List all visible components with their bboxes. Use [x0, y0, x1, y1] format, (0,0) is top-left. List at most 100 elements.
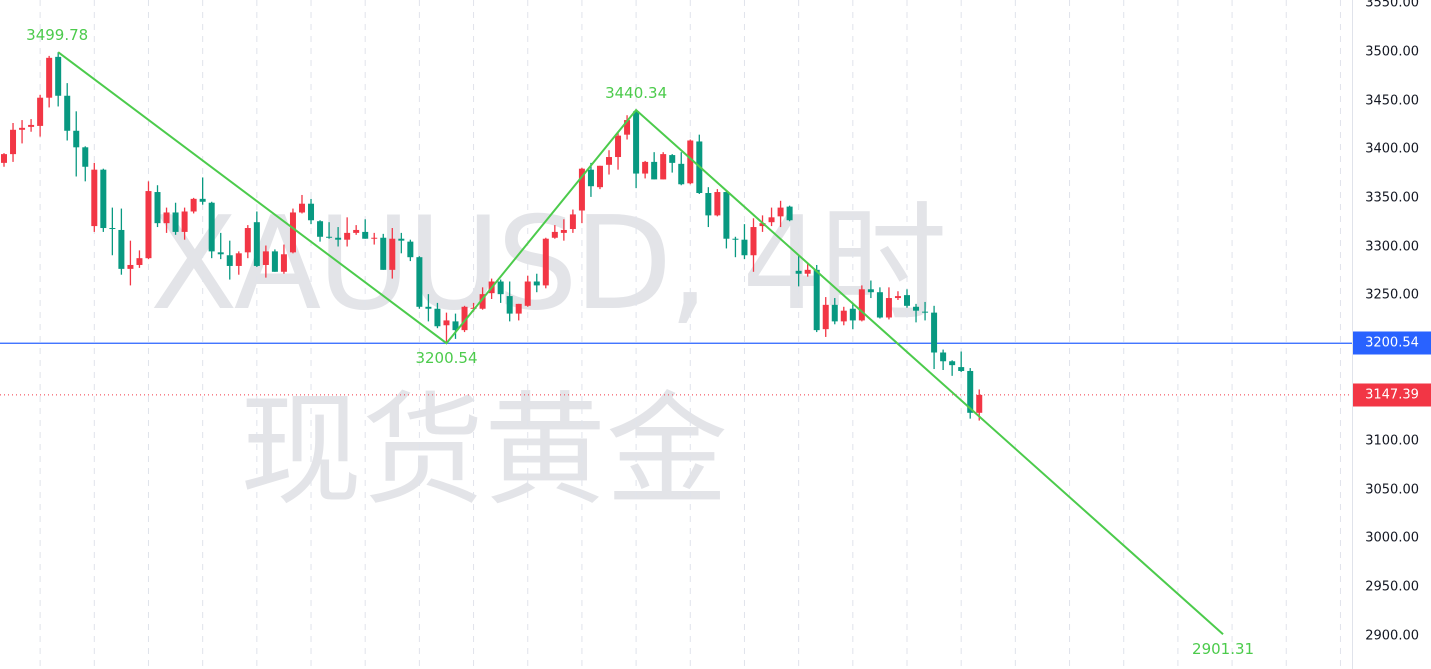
candle-down [849, 308, 856, 321]
candle-up [136, 258, 143, 265]
candle-down [73, 130, 80, 148]
candle-down [154, 192, 161, 224]
candle-up [353, 229, 360, 233]
candle-up [280, 254, 287, 272]
pivot-label: 3440.34 [605, 84, 668, 103]
candle-up [976, 394, 983, 413]
candle-up [624, 120, 631, 135]
candle-down [795, 270, 802, 274]
candle-up [660, 154, 667, 180]
candle-down [587, 169, 594, 187]
candle-down [452, 321, 459, 331]
candle-up [768, 217, 775, 223]
pivot-label: 3200.54 [415, 349, 478, 368]
price-axis-label: 3400.00 [1365, 141, 1419, 157]
candle-up [551, 231, 558, 238]
candle-down [118, 229, 125, 269]
price-axis-label: 3100.00 [1365, 433, 1419, 449]
candle-up [479, 294, 486, 309]
candle-down [633, 111, 640, 174]
candle-up [578, 168, 585, 211]
price-axis-label: 3250.00 [1365, 287, 1419, 303]
candle-up [804, 269, 811, 274]
candle-down [217, 252, 224, 255]
candle-up [777, 207, 784, 217]
candle-down [308, 203, 315, 221]
candle-down [876, 292, 883, 318]
price-axis-label: 3450.00 [1365, 93, 1419, 109]
candle-down [208, 202, 215, 252]
candle-up [244, 228, 251, 253]
candle-up [750, 227, 757, 256]
candle-down [362, 231, 369, 239]
candle-down [931, 312, 938, 353]
price-axis-label: 3000.00 [1365, 530, 1419, 546]
candle-down [651, 161, 658, 180]
candle-up [28, 124, 35, 127]
candle-up [596, 165, 603, 188]
candle-up [515, 303, 522, 314]
candle-up [560, 229, 567, 233]
pivot-label: 2901.31 [1192, 640, 1255, 659]
candle-up [344, 232, 351, 240]
candle-up [235, 253, 242, 266]
candle-down [723, 192, 730, 239]
candle-down [533, 281, 540, 286]
candle-down [831, 304, 838, 322]
candle-up [181, 211, 188, 232]
horizontal-line-price-tag: 3200.54 [1353, 331, 1431, 355]
price-axis-label: 3500.00 [1365, 44, 1419, 60]
candle-down [100, 169, 107, 229]
candle-up [524, 281, 531, 306]
candle-up [91, 169, 98, 227]
candle-up [19, 127, 26, 130]
candle-down [497, 281, 504, 295]
candle-down [922, 311, 929, 313]
candle-up [606, 157, 613, 165]
candle-down [416, 257, 423, 307]
candle-down [253, 222, 260, 266]
candle-down [82, 147, 89, 167]
candle-down [669, 155, 676, 163]
candle-down [940, 352, 947, 362]
candle-up [190, 198, 197, 212]
price-axis-label: 3550.00 [1365, 0, 1419, 11]
candle-up [389, 238, 396, 270]
candle-down [398, 238, 405, 241]
candle-up [858, 289, 865, 321]
candle-down [64, 95, 71, 131]
candle-down [904, 295, 910, 306]
zigzag-trendline [57, 51, 1224, 635]
candle-up [298, 203, 305, 213]
pivot-label: 3499.78 [26, 26, 89, 45]
candle-up [885, 298, 892, 318]
candle-down [335, 237, 342, 240]
candle-down [55, 56, 62, 96]
candle-down [786, 206, 793, 221]
candle-up [163, 212, 170, 224]
candle-up [542, 238, 549, 286]
candle-up [371, 237, 378, 239]
price-axis-label: 3050.00 [1365, 482, 1419, 498]
candle-down [199, 198, 206, 202]
candle-up [46, 57, 53, 98]
candle-down [380, 237, 387, 270]
candle-up [687, 140, 694, 184]
candle-up [569, 214, 576, 229]
candle-down [326, 236, 333, 238]
candle-up [443, 320, 450, 326]
candle-down [967, 370, 974, 413]
candle-down [226, 255, 233, 266]
candle-up [461, 306, 468, 331]
candle-up [289, 212, 296, 253]
candle-up [759, 223, 766, 227]
candle-down [958, 367, 965, 371]
price-axis-label: 3300.00 [1365, 239, 1419, 254]
candle-up [262, 251, 269, 265]
candle-up [37, 97, 44, 126]
candle-down [425, 306, 432, 309]
candle-down [705, 193, 712, 216]
candle-down [407, 241, 414, 258]
candle-up [145, 191, 152, 259]
